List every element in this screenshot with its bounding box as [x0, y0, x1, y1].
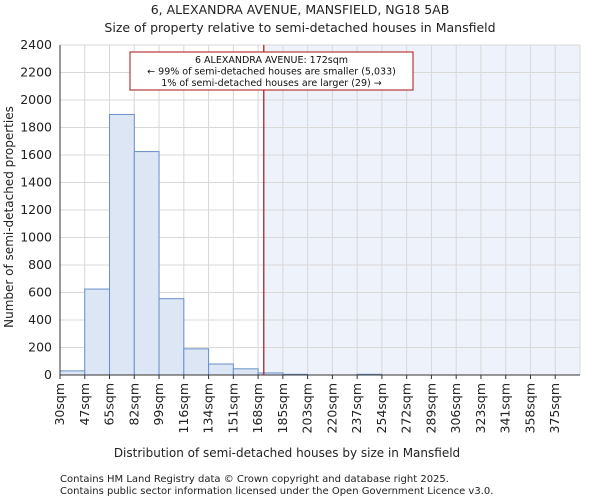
x-tick-label: 65sqm: [102, 383, 117, 426]
footer-copyright: Contains HM Land Registry data © Crown c…: [60, 474, 449, 485]
x-tick-label: 99sqm: [151, 383, 166, 426]
x-tick-label: 220sqm: [324, 383, 339, 433]
y-axis-label: Number of semi-detached properties: [2, 106, 16, 328]
x-tick-label: 289sqm: [423, 383, 438, 433]
annotation-line-1: 6 ALEXANDRA AVENUE: 172sqm: [195, 55, 348, 66]
y-tick-label: 800: [28, 257, 52, 272]
x-tick-label: 358sqm: [522, 383, 537, 433]
annotation-line-3: 1% of semi-detached houses are larger (2…: [161, 78, 381, 89]
x-tick-label: 341sqm: [498, 383, 513, 433]
y-tick-label: 400: [28, 312, 52, 327]
y-tick-label: 200: [28, 340, 52, 355]
chart-title: 6, ALEXANDRA AVENUE, MANSFIELD, NG18 5AB: [151, 2, 450, 17]
histogram-bar: [183, 348, 210, 376]
x-tick-label: 306sqm: [448, 383, 463, 433]
y-tick-label: 1400: [20, 175, 52, 190]
histogram-bar: [84, 288, 111, 376]
y-tick-label: 1200: [20, 202, 52, 217]
footer-licence: Contains public sector information licen…: [60, 486, 493, 497]
histogram-bar: [133, 151, 160, 376]
y-tick-label: 0: [44, 367, 52, 382]
y-tick-label: 1600: [20, 147, 52, 162]
histogram-bar: [208, 363, 234, 376]
annotation-box: [129, 51, 414, 91]
x-tick-label: 237sqm: [349, 383, 364, 433]
x-tick-label: 151sqm: [225, 383, 240, 433]
y-tick-label: 2000: [20, 92, 52, 107]
chart-subtitle: Size of property relative to semi-detach…: [104, 20, 495, 35]
x-tick-label: 185sqm: [275, 383, 290, 433]
y-tick-label: 1800: [20, 120, 52, 135]
x-tick-label: 375sqm: [547, 383, 562, 433]
x-tick-label: 30sqm: [52, 383, 67, 426]
x-tick-label: 47sqm: [77, 383, 92, 426]
histogram-bar: [232, 368, 259, 376]
plot-area: 0 200 400 600 800 1000 1200 1400 1600 1800 2000 220…: [20, 37, 581, 433]
histogram-bar: [59, 370, 86, 376]
y-tick-label: 600: [28, 285, 52, 300]
x-tick-label: 82sqm: [126, 383, 141, 426]
annotation-line-2: ← 99% of semi-detached houses are smalle…: [147, 67, 396, 78]
histogram-bar: [109, 113, 135, 376]
x-tick-label: 203sqm: [300, 383, 315, 433]
x-tick-label: 254sqm: [374, 383, 389, 433]
x-tick-label: 116sqm: [176, 383, 191, 433]
x-tick-label: 168sqm: [250, 383, 265, 433]
x-tick-label: 323sqm: [473, 383, 488, 433]
x-axis-label: Distribution of semi-detached houses by …: [114, 446, 460, 460]
histogram-bar: [158, 298, 185, 376]
x-tick-label: 272sqm: [399, 383, 414, 433]
y-tick-label: 1000: [20, 230, 52, 245]
y-tick-label: 2400: [20, 37, 52, 52]
y-tick-label: 2200: [20, 65, 52, 80]
x-tick-label: 134sqm: [201, 383, 216, 433]
